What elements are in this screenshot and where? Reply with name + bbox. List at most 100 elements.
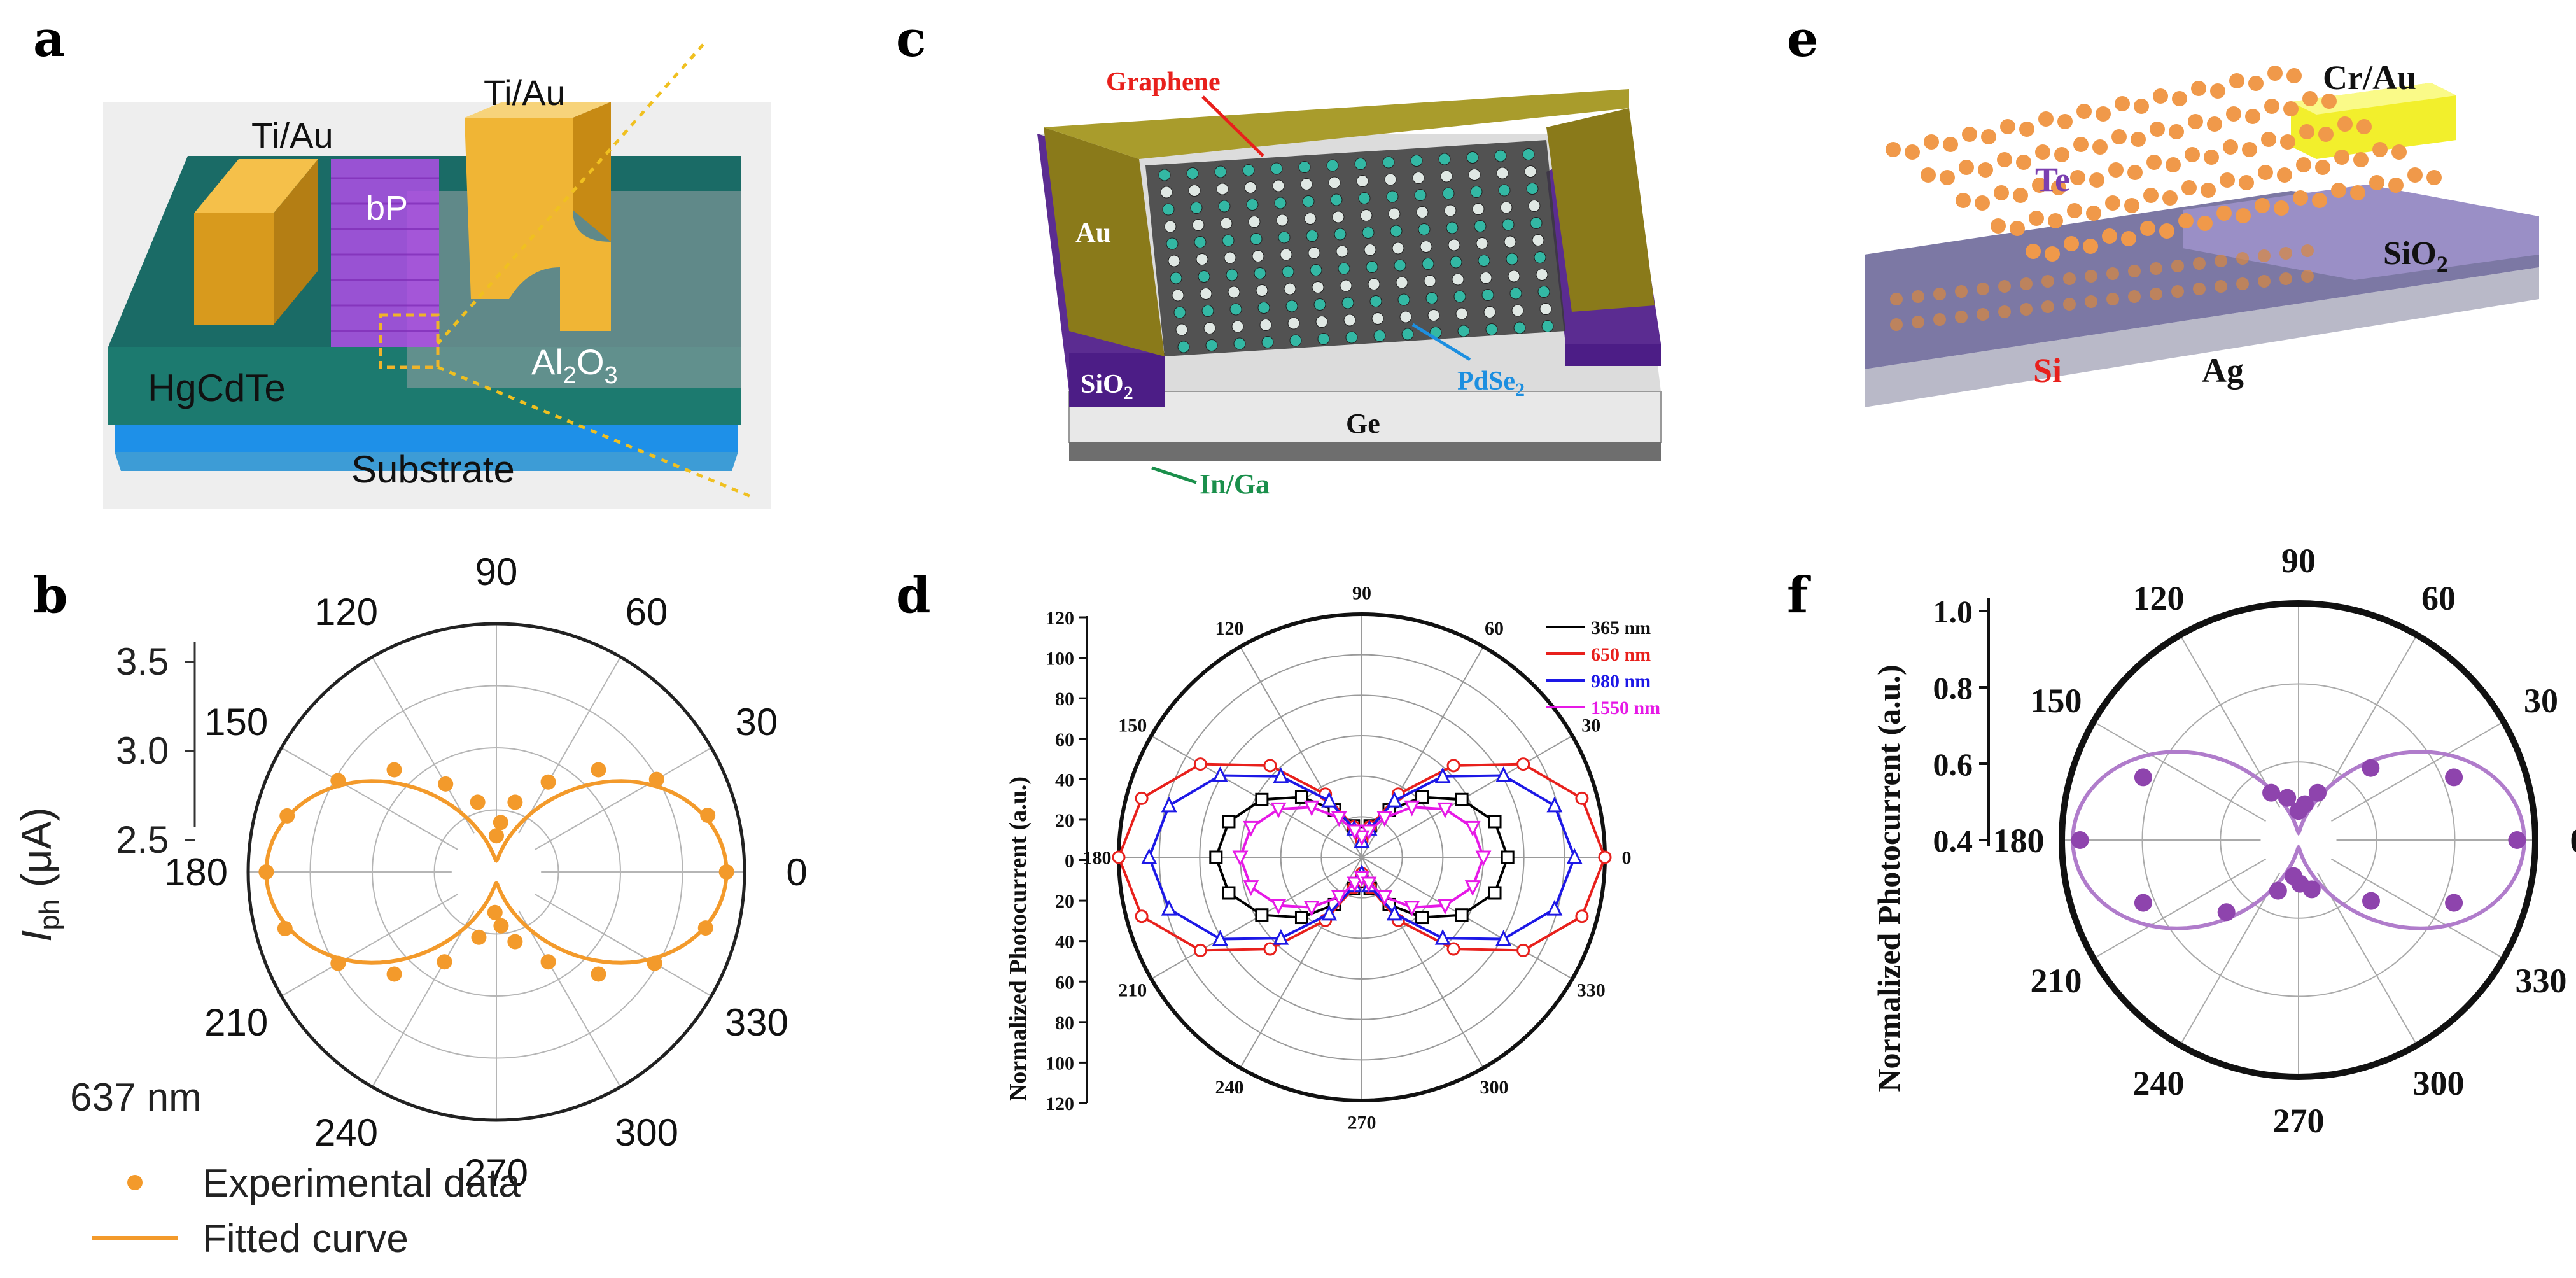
te-atom-shadow	[1912, 316, 1924, 328]
te-atom	[2111, 129, 2127, 144]
ti-au-right-label: Ti/Au	[484, 73, 566, 113]
data-marker-square	[1209, 850, 1223, 864]
lattice-atom	[1397, 293, 1410, 306]
te-atom-shadow	[2193, 257, 2206, 270]
data-marker-triangle-up	[1273, 929, 1289, 945]
te-atom	[2045, 246, 2060, 262]
te-atom	[2166, 157, 2181, 172]
substrate-layer	[115, 423, 738, 452]
lattice-atom	[1537, 286, 1550, 298]
angle-tick-label: 0	[2570, 822, 2576, 860]
data-marker-square	[1455, 792, 1469, 806]
lattice-atom	[1168, 255, 1180, 267]
d-y-tick-label: 80	[1055, 1013, 1074, 1034]
te-atom	[2296, 157, 2311, 172]
angle-tick-label: 150	[204, 701, 268, 743]
lattice-atom	[1530, 217, 1543, 229]
angle-tick-label: 150	[2030, 682, 2082, 720]
te-atom	[2229, 73, 2244, 88]
te-atom	[1959, 160, 1974, 175]
data-marker-triangle-down	[1475, 850, 1492, 867]
lattice-atom	[1410, 155, 1423, 167]
experimental-data-point	[507, 794, 523, 810]
data-marker-square	[1222, 815, 1236, 829]
te-atom-shadow	[2236, 277, 2249, 290]
panel-letter-c: c	[896, 10, 927, 68]
angle-tick-label: 180	[1993, 822, 2045, 860]
te-atom-shadow	[1912, 290, 1924, 303]
te-atom	[2245, 109, 2260, 124]
si-label: Si	[2033, 351, 2062, 390]
lattice-atom	[1244, 181, 1257, 193]
polar-chart-b: 0 30 60 90 120 150 180 210 240 270 300 330	[164, 551, 808, 1194]
lattice-atom	[1541, 320, 1554, 332]
polar-grid-spoke	[518, 910, 621, 1088]
lattice-atom	[1539, 303, 1552, 315]
polar-grid-spoke	[1240, 646, 1362, 858]
data-marker-triangle-down	[1331, 811, 1347, 827]
lattice-atom	[1224, 251, 1236, 264]
lattice-atom	[1470, 186, 1483, 198]
lattice-atom	[1485, 323, 1498, 335]
legend-experimental-data: Experimental data	[202, 1162, 521, 1205]
data-marker-triangle-up	[1386, 904, 1403, 921]
te-atom	[2162, 190, 2178, 206]
data-marker-square	[1255, 792, 1269, 806]
experimental-data-point	[470, 794, 486, 810]
te-atom	[2159, 223, 2174, 239]
te-atom	[2096, 106, 2111, 122]
te-atom	[1956, 193, 1971, 208]
zoom-box	[379, 313, 440, 369]
te-atom	[2239, 175, 2254, 190]
te-atom-shadow	[1955, 311, 1968, 323]
in-ga-label: In/Ga	[1200, 468, 1270, 500]
lattice-atom	[1160, 186, 1173, 199]
zoom-guide-line-bottom	[437, 365, 752, 498]
te-atom	[2197, 216, 2213, 231]
lattice-atom	[1270, 162, 1283, 175]
experimental-data-point	[507, 934, 523, 950]
polar-grid-spoke	[1240, 857, 1362, 1069]
lattice-atom	[1201, 305, 1214, 317]
te-atom-shadow	[2041, 300, 2054, 313]
data-marker-triangle-up	[1161, 796, 1177, 813]
data-marker-triangle-up	[1495, 766, 1512, 782]
lattice-atom	[1360, 209, 1373, 221]
lattice-atom	[1220, 217, 1233, 230]
d-y-ticks: 120 100 80 60 40 20 0 20 40 60 80 100 120	[1046, 608, 1087, 1114]
angle-tick-label: 0	[786, 851, 807, 894]
panel-letter-f: f	[1787, 566, 1811, 624]
experimental-data-point	[258, 864, 274, 880]
data-marker-triangle-down	[1232, 850, 1249, 867]
te-atom	[2321, 94, 2337, 109]
angle-tick-label: 300	[1480, 1077, 1509, 1098]
ti-au-left-electrode	[194, 213, 274, 325]
hgcdte-label: HgCdTe	[148, 367, 286, 409]
d-y-tick-label: 60	[1055, 729, 1074, 750]
lattice-atom	[1257, 302, 1270, 314]
sio2-left-front	[1069, 353, 1165, 407]
te-atom	[1940, 170, 1955, 185]
legend-label: 365 nm	[1591, 617, 1651, 638]
lattice-atom	[1466, 151, 1479, 164]
te-atom	[1991, 218, 2006, 234]
substrate-side	[115, 452, 738, 471]
graphene-label: Graphene	[1106, 67, 1221, 97]
te-atom	[2337, 116, 2353, 132]
lattice-atom	[1330, 193, 1343, 206]
bp-lattice-lines	[331, 177, 439, 332]
lattice-atom	[1358, 192, 1371, 204]
legend-label: 650 nm	[1591, 644, 1651, 665]
te-atom	[2267, 66, 2283, 81]
lattice-atom	[1472, 203, 1485, 215]
polar-grid-spoke	[2316, 873, 2418, 1046]
panel-letter-b: b	[33, 566, 68, 624]
lattice-atom	[1534, 251, 1546, 263]
te-atom	[2092, 139, 2108, 155]
te-atom	[1962, 127, 1977, 142]
te-atom-shadow	[2258, 275, 2271, 288]
lattice-atom	[1424, 275, 1436, 287]
lattice-atom	[1274, 197, 1287, 209]
f-y-tick-label: 0.4	[1933, 823, 1973, 859]
lattice-atom	[1446, 221, 1459, 234]
